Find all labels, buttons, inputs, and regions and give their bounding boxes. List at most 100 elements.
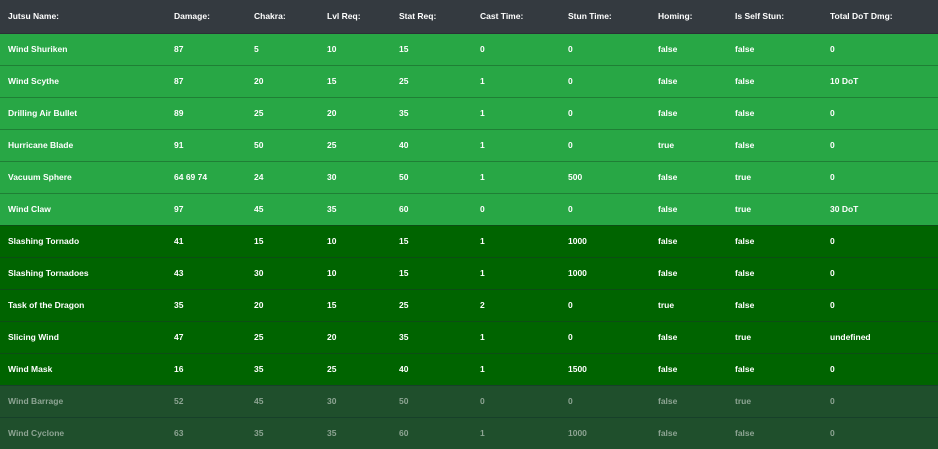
cell-jutsu-name: Hurricane Blade xyxy=(0,128,166,161)
cell-lvl-req: 30 xyxy=(319,384,391,417)
cell-is-self-stun: false xyxy=(727,96,822,129)
table-row[interactable]: Hurricane Blade 91 50 25 40 1 0 true false 0 xyxy=(0,128,938,161)
cell-lvl-req: 35 xyxy=(319,416,391,449)
cell-is-self-stun: true xyxy=(727,320,822,353)
cell-jutsu-name: Task of the Dragon xyxy=(0,288,166,321)
cell-stat-req: 15 xyxy=(391,224,472,257)
cell-jutsu-name: Wind Scythe xyxy=(0,64,166,97)
cell-cast-time: 1 xyxy=(472,96,560,129)
cell-homing: false xyxy=(650,320,727,353)
header-stat-req[interactable]: Stat Req: xyxy=(391,0,472,34)
cell-cast-time: 0 xyxy=(472,192,560,225)
header-row: Jutsu Name: Damage: Chakra: Lvl Req: Sta… xyxy=(0,0,938,34)
cell-stat-req: 15 xyxy=(391,256,472,289)
cell-is-self-stun: false xyxy=(727,288,822,321)
cell-damage: 87 xyxy=(166,64,246,97)
table-row[interactable]: Wind Shuriken 87 5 10 15 0 0 false false 0 xyxy=(0,32,938,65)
cell-damage: 64 69 74 xyxy=(166,160,246,193)
table-row[interactable]: Wind Cyclone 63 35 35 60 1 1000 false false 0 xyxy=(0,416,938,449)
table-header: Jutsu Name: Damage: Chakra: Lvl Req: Sta… xyxy=(0,0,938,34)
cell-total-dot-dmg: 0 xyxy=(822,256,938,289)
header-stun-time[interactable]: Stun Time: xyxy=(560,0,650,34)
cell-stun-time: 0 xyxy=(560,320,650,353)
cell-chakra: 24 xyxy=(246,160,319,193)
table-row[interactable]: Wind Barrage 52 45 30 50 0 0 false true 0 xyxy=(0,384,938,417)
header-is-self-stun[interactable]: Is Self Stun: xyxy=(727,0,822,34)
cell-homing: false xyxy=(650,160,727,193)
cell-chakra: 25 xyxy=(246,96,319,129)
cell-jutsu-name: Wind Shuriken xyxy=(0,32,166,65)
cell-stat-req: 15 xyxy=(391,32,472,65)
cell-homing: false xyxy=(650,192,727,225)
table-row[interactable]: Wind Claw 97 45 35 60 0 0 false true 30 DoT xyxy=(0,192,938,225)
cell-homing: false xyxy=(650,416,727,449)
cell-homing: false xyxy=(650,352,727,385)
cell-lvl-req: 35 xyxy=(319,192,391,225)
cell-homing: false xyxy=(650,96,727,129)
cell-is-self-stun: false xyxy=(727,416,822,449)
cell-stat-req: 50 xyxy=(391,384,472,417)
header-homing[interactable]: Homing: xyxy=(650,0,727,34)
cell-jutsu-name: Slashing Tornado xyxy=(0,224,166,257)
cell-is-self-stun: true xyxy=(727,160,822,193)
cell-jutsu-name: Wind Barrage xyxy=(0,384,166,417)
cell-homing: false xyxy=(650,32,727,65)
header-lvl-req[interactable]: Lvl Req: xyxy=(319,0,391,34)
cell-stun-time: 500 xyxy=(560,160,650,193)
table-body: Wind Shuriken 87 5 10 15 0 0 false false 0 Wind Sc… xyxy=(0,32,938,449)
cell-jutsu-name: Slicing Wind xyxy=(0,320,166,353)
cell-total-dot-dmg: 0 xyxy=(822,160,938,193)
cell-lvl-req: 20 xyxy=(319,320,391,353)
table-row[interactable]: Wind Mask 16 35 25 40 1 1500 false false 0 xyxy=(0,352,938,385)
cell-damage: 43 xyxy=(166,256,246,289)
cell-chakra: 50 xyxy=(246,128,319,161)
cell-cast-time: 0 xyxy=(472,384,560,417)
cell-cast-time: 1 xyxy=(472,64,560,97)
cell-stun-time: 1000 xyxy=(560,256,650,289)
cell-stat-req: 40 xyxy=(391,128,472,161)
cell-is-self-stun: false xyxy=(727,224,822,257)
table-row[interactable]: Slashing Tornado 41 15 10 15 1 1000 false false 0 xyxy=(0,224,938,257)
cell-cast-time: 1 xyxy=(472,224,560,257)
cell-lvl-req: 15 xyxy=(319,288,391,321)
cell-chakra: 35 xyxy=(246,352,319,385)
header-total-dot-dmg[interactable]: Total DoT Dmg: xyxy=(822,0,938,34)
header-damage[interactable]: Damage: xyxy=(166,0,246,34)
cell-damage: 41 xyxy=(166,224,246,257)
cell-lvl-req: 25 xyxy=(319,128,391,161)
header-chakra[interactable]: Chakra: xyxy=(246,0,319,34)
cell-total-dot-dmg: 0 xyxy=(822,384,938,417)
cell-jutsu-name: Drilling Air Bullet xyxy=(0,96,166,129)
cell-total-dot-dmg: 0 xyxy=(822,96,938,129)
cell-jutsu-name: Slashing Tornadoes xyxy=(0,256,166,289)
cell-stun-time: 1000 xyxy=(560,224,650,257)
cell-damage: 52 xyxy=(166,384,246,417)
cell-stun-time: 0 xyxy=(560,192,650,225)
cell-jutsu-name: Wind Cyclone xyxy=(0,416,166,449)
cell-total-dot-dmg: 0 xyxy=(822,224,938,257)
cell-total-dot-dmg: 30 DoT xyxy=(822,192,938,225)
header-cast-time[interactable]: Cast Time: xyxy=(472,0,560,34)
cell-stun-time: 0 xyxy=(560,384,650,417)
table-row[interactable]: Task of the Dragon 35 20 15 25 2 0 true false 0 xyxy=(0,288,938,321)
cell-lvl-req: 15 xyxy=(319,64,391,97)
cell-damage: 63 xyxy=(166,416,246,449)
cell-total-dot-dmg: 0 xyxy=(822,288,938,321)
table-row[interactable]: Slicing Wind 47 25 20 35 1 0 false true undefined xyxy=(0,320,938,353)
cell-damage: 91 xyxy=(166,128,246,161)
cell-damage: 16 xyxy=(166,352,246,385)
cell-damage: 97 xyxy=(166,192,246,225)
cell-stun-time: 1500 xyxy=(560,352,650,385)
cell-is-self-stun: false xyxy=(727,32,822,65)
table-row[interactable]: Slashing Tornadoes 43 30 10 15 1 1000 false fals… xyxy=(0,256,938,289)
cell-stat-req: 35 xyxy=(391,96,472,129)
table-row[interactable]: Vacuum Sphere 64 69 74 24 30 50 1 500 false true… xyxy=(0,160,938,193)
table-row[interactable]: Wind Scythe 87 20 15 25 1 0 false false 10 DoT xyxy=(0,64,938,97)
cell-cast-time: 1 xyxy=(472,256,560,289)
table-row[interactable]: Drilling Air Bullet 89 25 20 35 1 0 false false 0 xyxy=(0,96,938,129)
header-jutsu-name[interactable]: Jutsu Name: xyxy=(0,0,166,34)
cell-stun-time: 1000 xyxy=(560,416,650,449)
cell-lvl-req: 20 xyxy=(319,96,391,129)
cell-stat-req: 35 xyxy=(391,320,472,353)
